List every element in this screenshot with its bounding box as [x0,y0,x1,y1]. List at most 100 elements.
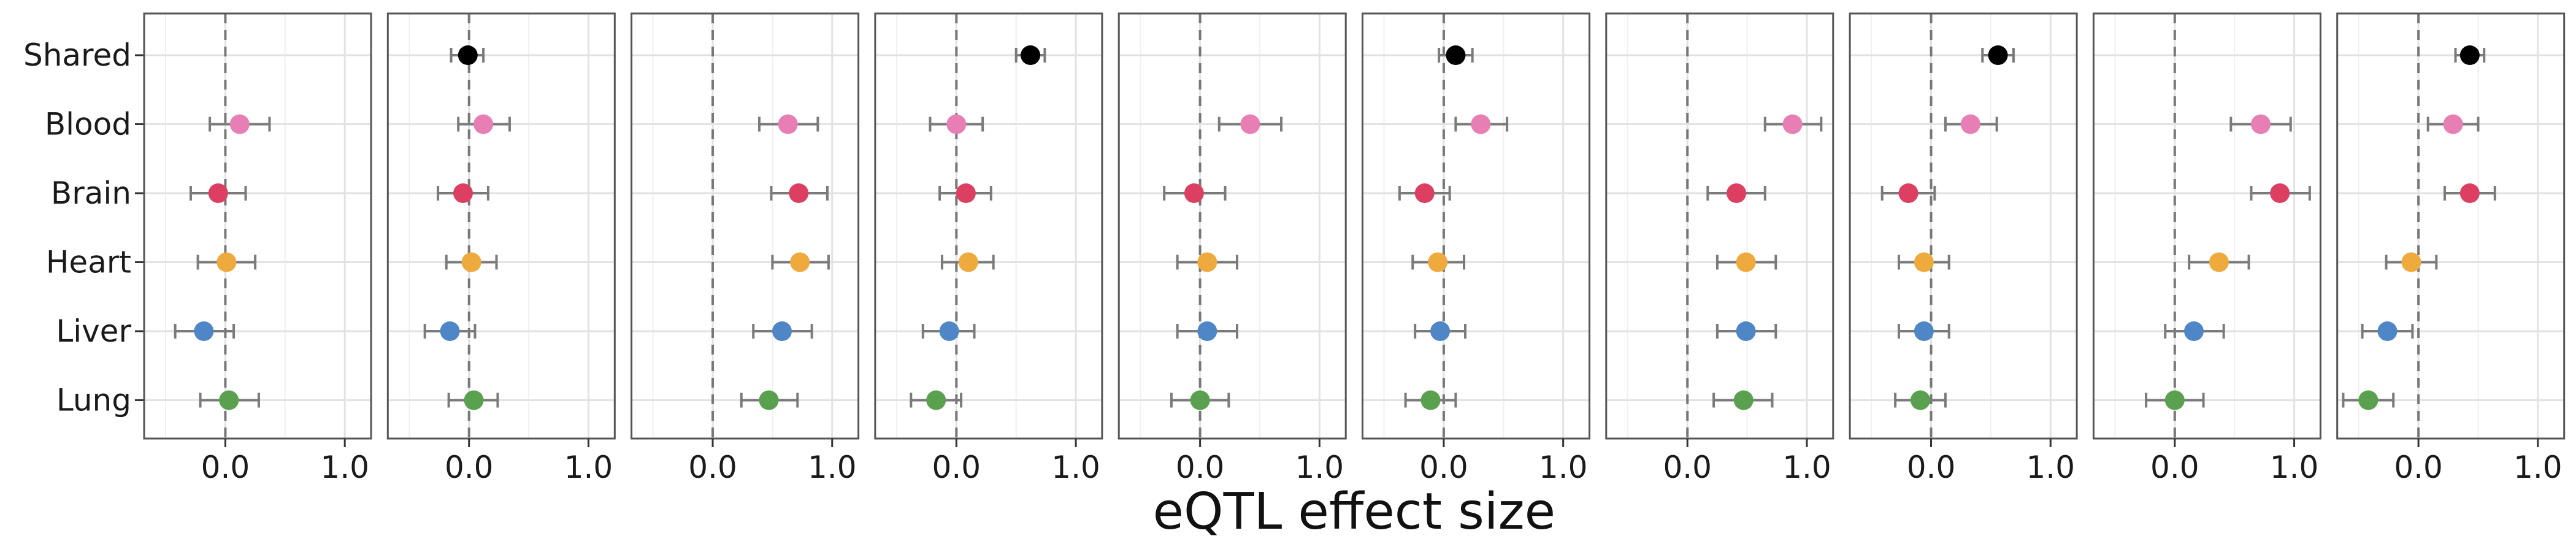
point-marker [1471,114,1491,134]
panel-4: 0.0 1.0 [874,12,1103,485]
point-marker [1914,321,1934,341]
point-liver [752,321,813,341]
panel-background [388,13,615,439]
panel-10: 0.0 1.0 [2336,12,2566,485]
point-marker [1960,114,1980,134]
panel-background [1850,13,2077,439]
x-tick-label: 0.0 [932,450,981,485]
point-brain [1398,183,1451,203]
point-liver [1176,321,1238,341]
panel-border [386,12,616,440]
point-marker [1910,390,1930,410]
x-tick-label: 0.0 [688,450,737,485]
x-tick-label: 0.0 [1176,450,1225,485]
x-tick-label: 1.0 [1782,450,1831,485]
point-lung [1894,390,1947,410]
point-marker [958,252,978,272]
point-heart [1176,252,1238,272]
x-tick-label: 0.0 [201,450,250,485]
panel-border [1362,12,1590,440]
point-shared [1438,45,1474,65]
point-brain [1880,183,1936,203]
x-tick-label: 1.0 [1051,450,1100,485]
point-marker [2377,321,2398,341]
point-brain [189,183,247,203]
point-marker [2401,252,2421,272]
point-marker [1988,45,2008,65]
point-blood [209,114,271,134]
x-tick-label: 1.0 [2026,450,2075,485]
point-marker [1736,321,1756,341]
panel-1: 0.0 1.0 [143,12,372,485]
panel-background [1362,13,1590,439]
point-marker [217,252,237,272]
point-brain [1163,183,1227,203]
category-label-heart: Heart [46,245,131,280]
panel-8: 0.0 1.0 [1849,12,2078,485]
point-brain [1706,183,1766,203]
point-marker [1184,183,1204,203]
panel-border [874,12,1103,440]
point-liver [2164,321,2225,341]
point-marker [926,390,946,410]
x-tick-label: 1.0 [808,450,857,485]
point-marker [1197,252,1217,272]
point-marker [2183,321,2204,341]
category-label-blood: Blood [45,107,131,142]
point-marker [1420,390,1441,410]
point-marker [778,114,798,134]
point-marker [1446,45,1466,65]
x-tick-label: 0.0 [445,450,494,485]
point-marker [1782,114,1803,134]
point-blood [2426,114,2480,134]
point-brain [770,183,829,203]
panel-border [2092,12,2321,440]
x-tick-label: 1.0 [2270,450,2319,485]
panel-border [143,12,372,440]
point-marker [1736,252,1756,272]
point-marker [453,183,473,203]
point-heart [940,252,995,272]
panel-7: 0.0 1.0 [1605,12,1834,485]
point-blood [2229,114,2292,134]
point-marker [1914,252,1934,272]
point-lung [740,390,799,410]
point-marker [1021,45,1041,65]
point-marker [2270,183,2290,203]
point-shared [1981,45,2015,65]
point-marker [790,252,810,272]
x-tick-label: 0.0 [2150,450,2199,485]
x-tick-label: 1.0 [1539,450,1588,485]
point-heart [2188,252,2250,272]
point-marker [458,45,478,65]
point-heart [1715,252,1777,272]
panel-border [1849,12,2078,440]
point-marker [1197,321,1217,341]
point-marker [789,183,809,203]
panel-background [2337,13,2564,439]
point-marker [2209,252,2229,272]
point-brain [2250,183,2311,203]
point-brain [437,183,489,203]
panel-6: 0.0 1.0 [1362,12,1590,485]
point-marker [759,390,779,410]
point-lung [447,390,499,410]
point-marker [1240,114,1260,134]
point-marker [956,183,976,203]
x-tick-label: 1.0 [1295,450,1344,485]
point-heart [1411,252,1466,272]
panel-border [631,12,860,440]
point-marker [1733,390,1754,410]
point-marker [473,114,494,134]
point-lung [2145,390,2205,410]
point-marker [2251,114,2271,134]
point-blood [457,114,511,134]
panel-border [1605,12,1834,440]
point-marker [208,183,228,203]
panel-border [1117,12,1347,440]
point-liver [1715,321,1777,341]
point-blood [1217,114,1283,134]
point-lung [1712,390,1774,410]
category-label-shared: Shared [23,37,131,73]
